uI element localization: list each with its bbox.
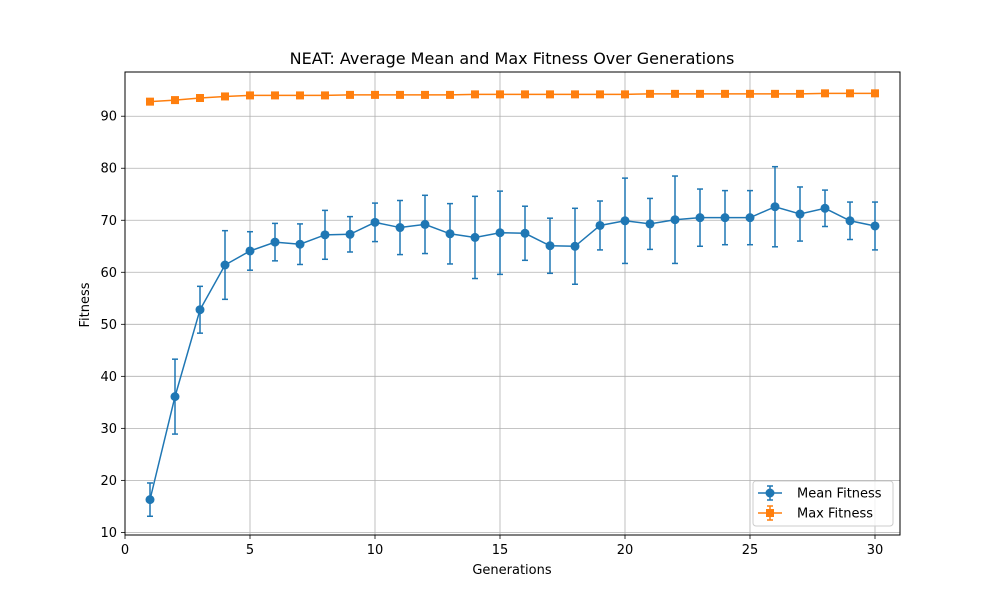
data-point (546, 90, 554, 99)
tick-layer: 0 5 10 15 20 25 30 10 20 30 40 50 60 70 80 90 (100, 110, 883, 558)
data-point (371, 90, 379, 99)
legend-swatch-marker (765, 488, 775, 498)
data-point (195, 305, 205, 315)
plot-frame (124, 71, 901, 536)
data-point (346, 90, 354, 99)
data-point (221, 92, 229, 101)
data-point (220, 260, 230, 270)
data-point (171, 96, 179, 105)
series-max-fitness (146, 89, 879, 106)
y-tick-label: 70 (100, 214, 117, 229)
data-point (396, 90, 404, 99)
data-point (571, 90, 579, 99)
data-point (795, 209, 805, 219)
x-tick-label: 0 (121, 543, 129, 558)
data-point (296, 91, 304, 100)
data-point (471, 90, 479, 99)
data-point (446, 90, 454, 99)
y-tick-label: 50 (100, 318, 117, 333)
data-point (771, 89, 779, 98)
data-point (470, 232, 480, 242)
data-point (245, 246, 255, 256)
data-point (496, 90, 504, 99)
data-point (696, 89, 704, 98)
data-point (620, 216, 630, 226)
data-point (345, 229, 355, 239)
y-tick-label: 40 (100, 370, 117, 385)
data-point (820, 203, 830, 213)
data-point (320, 230, 330, 240)
y-tick-label: 20 (100, 474, 117, 489)
x-axis-label: Generations (472, 563, 552, 578)
data-point (521, 90, 529, 99)
legend-entry-max-fitness: Max Fitness (758, 505, 873, 522)
y-tick-label: 10 (100, 526, 117, 541)
x-tick-label: 10 (367, 543, 384, 558)
legend-entry-mean-fitness: Mean Fitness (758, 485, 882, 502)
data-point (670, 215, 680, 225)
data-point (196, 94, 204, 103)
data-point (770, 202, 780, 212)
data-point (520, 228, 530, 238)
y-tick-label: 80 (100, 162, 117, 177)
data-point (621, 90, 629, 99)
data-point (645, 219, 655, 229)
grid-layer (124, 72, 900, 535)
data-point (845, 216, 855, 226)
data-point (445, 229, 455, 239)
data-point (796, 89, 804, 98)
data-point (146, 97, 154, 106)
data-point (246, 91, 254, 100)
series-line (149, 92, 875, 103)
legend-label: Mean Fitness (797, 487, 882, 502)
chart-title: NEAT: Average Mean and Max Fitness Over … (290, 49, 735, 68)
data-point (170, 392, 180, 402)
data-point (395, 223, 405, 233)
data-point (295, 239, 305, 249)
data-point (745, 213, 755, 223)
data-point (370, 217, 380, 227)
x-tick-label: 15 (492, 543, 509, 558)
data-point (421, 90, 429, 99)
legend-box (752, 480, 894, 527)
y-tick-label: 30 (100, 422, 117, 437)
series-layer (145, 89, 880, 518)
data-point (595, 220, 605, 230)
data-point (870, 221, 880, 231)
data-point (746, 89, 754, 98)
series-mean-fitness (145, 165, 880, 518)
data-point (420, 219, 430, 229)
data-point (720, 213, 730, 223)
x-tick-label: 5 (246, 543, 254, 558)
legend-swatch-marker (766, 509, 774, 517)
y-axis-label: Fitness (78, 282, 93, 327)
data-point (871, 89, 879, 98)
data-point (596, 90, 604, 99)
x-tick-label: 30 (867, 543, 884, 558)
data-point (321, 91, 329, 100)
data-point (846, 89, 854, 98)
data-point (695, 213, 705, 223)
data-point (570, 241, 580, 251)
data-point (270, 237, 280, 247)
data-point (671, 89, 679, 98)
data-point (821, 89, 829, 98)
y-tick-label: 60 (100, 266, 117, 281)
y-tick-label: 90 (100, 110, 117, 125)
legend-label: Max Fitness (797, 507, 873, 522)
x-tick-label: 20 (617, 543, 634, 558)
legend: Mean Fitness Max Fitness (752, 480, 894, 527)
x-tick-label: 25 (742, 543, 759, 558)
data-point (646, 89, 654, 98)
data-point (545, 241, 555, 251)
data-point (721, 89, 729, 98)
data-point (495, 228, 505, 238)
data-point (271, 91, 279, 100)
data-point (145, 495, 155, 505)
